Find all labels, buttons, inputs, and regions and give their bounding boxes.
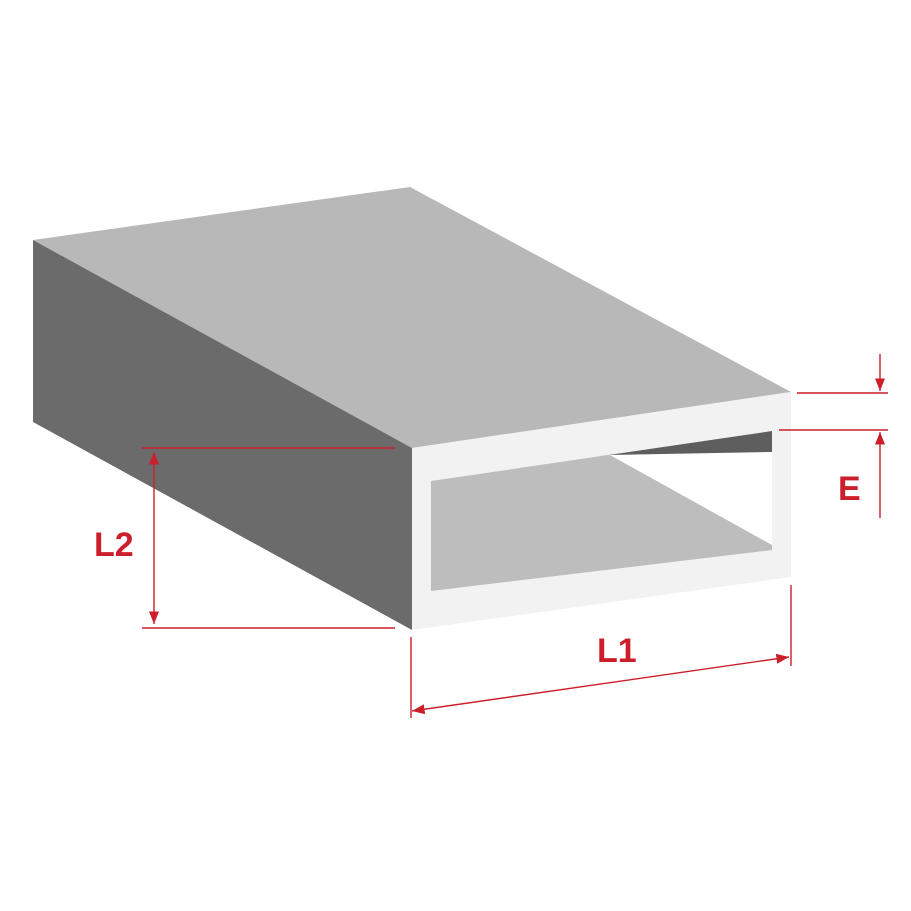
label-l1: L1: [597, 632, 637, 670]
left-side-face: [33, 240, 412, 630]
l1-arrow: [411, 653, 790, 715]
inner-wall: [431, 431, 772, 481]
label-e: E: [838, 470, 861, 508]
inner-floor: [431, 455, 772, 591]
dimension-l2: [142, 447, 395, 629]
top-face: [33, 187, 791, 448]
dimension-e: [779, 354, 888, 518]
dimension-l1: [410, 585, 792, 718]
label-l2: L2: [94, 526, 134, 564]
end-face: [412, 392, 791, 630]
